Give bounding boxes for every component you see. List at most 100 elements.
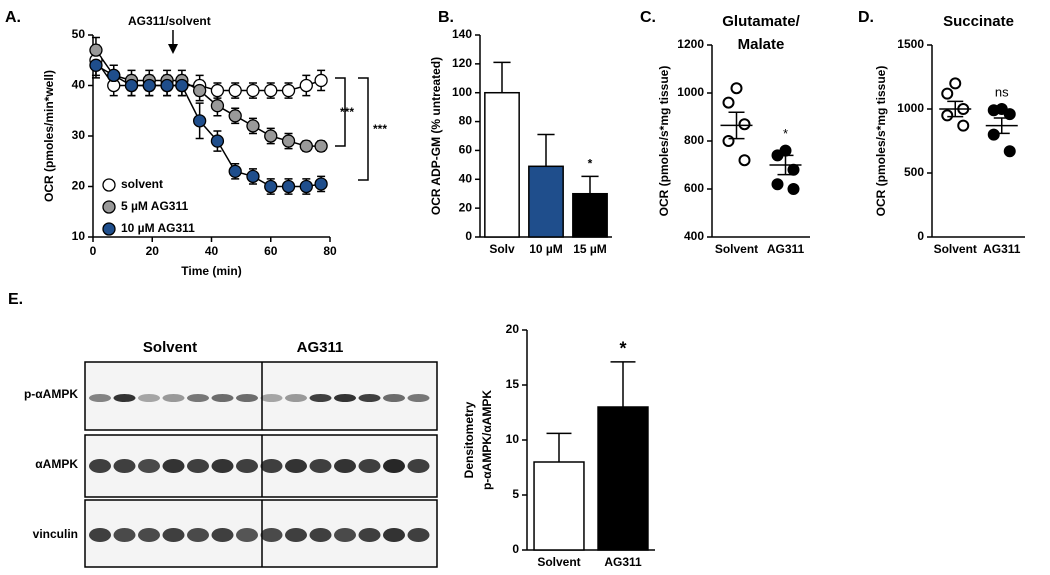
data-point [787,163,800,176]
panel-label: D. [858,9,874,26]
data-point [192,83,207,98]
significance-label: ns [995,84,1009,99]
sem-bar [777,154,794,176]
blot-band [236,459,258,473]
blot-band [285,528,307,542]
data-point [228,83,242,98]
blot-group-label: Solvent [143,339,197,356]
x-axis-label: Time (min) [181,264,241,278]
blot-band [138,528,160,542]
blot-band [187,394,209,402]
y-tick-label: 400 [684,229,704,243]
data-point [175,78,189,93]
blot-frame [84,361,438,431]
blot-band [211,459,234,473]
blot-band [162,394,185,402]
blot-band [358,459,381,473]
sem-bar [728,111,745,140]
error-bar [537,133,555,167]
y-tick-label: 20 [459,200,473,214]
data-point [124,78,139,93]
data-point [246,169,260,184]
blot-band [138,394,160,402]
y-tick-label: 60 [459,143,473,157]
blot-band [162,528,185,542]
y-tick-label: 500 [904,165,924,179]
chart-title: Succinate [943,13,1014,30]
data-point [281,179,296,194]
blot-row-label: αAMPK [35,457,78,471]
blot-band [309,459,332,473]
data-point [987,128,1000,141]
x-tick-label: Solv [489,242,515,256]
data-point [299,139,313,153]
y-tick-label: 1500 [897,37,924,51]
significance-bracket [358,77,369,181]
blot-band [113,528,136,542]
data-point [299,179,313,194]
blot-band [162,459,185,473]
legend-marker [102,200,116,214]
annotation-arrowhead [167,44,178,54]
y-tick-label: 10 [72,229,86,243]
blot-row-label: p-αAMPK [24,387,78,401]
chart-title: Glutamate/ [722,13,800,30]
y-tick-label: 1000 [897,101,924,115]
y-tick-label: 15 [506,377,520,391]
blot-group-label: AG311 [297,339,344,356]
data-point [210,83,225,98]
y-tick-label: 800 [684,133,704,147]
y-tick-label: 40 [72,78,86,92]
data-point [299,78,313,93]
x-tick-label: AG311 [983,242,1021,256]
y-axis-label: OCR (pmoles/s*mg tissue) [657,66,671,217]
y-tick-label: 1200 [677,37,704,51]
significance-label: * [588,157,593,171]
data-point [281,83,296,98]
blot-band [358,394,381,402]
data-point [722,135,735,147]
data-point [264,83,278,98]
data-point [722,96,735,109]
y-axis-label: OCR ADP-GM (% untreated) [429,57,443,215]
data-point [228,109,242,123]
y-tick-label: 600 [684,181,704,195]
data-point [264,129,278,143]
y-tick-label: 100 [452,85,472,99]
data-point [281,134,296,148]
panel-label: B. [438,9,454,26]
data-point [246,83,260,98]
sem-bar [947,100,964,118]
data-point [1003,145,1016,158]
blot-band [285,459,307,473]
y-tick-label: 40 [459,171,473,185]
blot-band [309,394,332,402]
legend-label: 5 µM AG311 [121,199,188,213]
blot-band [334,459,356,473]
x-tick-label: AG311 [767,242,805,256]
x-tick-label: Solvent [715,242,758,256]
x-tick-label: 40 [205,244,219,258]
y-tick-label: 120 [452,56,472,70]
significance-label: * [783,126,788,141]
x-tick-label: 0 [90,244,97,258]
blot-band [187,528,209,542]
y-axis-label: p-αAMPK/αAMPK [480,390,494,490]
y-tick-label: 10 [506,432,520,446]
data-point [771,178,784,191]
error-bar [610,361,636,407]
y-tick-label: 20 [506,322,520,336]
blot-band [407,394,430,402]
y-tick-label: 1000 [677,85,704,99]
y-axis-label: OCR (pmoles/min*well) [42,70,56,202]
blot-band [334,528,356,542]
annotation: AG311/solvent [128,14,211,28]
blot-band [334,394,356,402]
y-tick-label: 0 [512,542,519,556]
blot-band [358,528,381,542]
y-axis-label: OCR (pmoles/s*mg tissue) [874,66,888,217]
data-point [314,139,328,153]
sem-bar [993,117,1010,135]
data-point [1003,108,1016,121]
blot-band [260,394,283,402]
